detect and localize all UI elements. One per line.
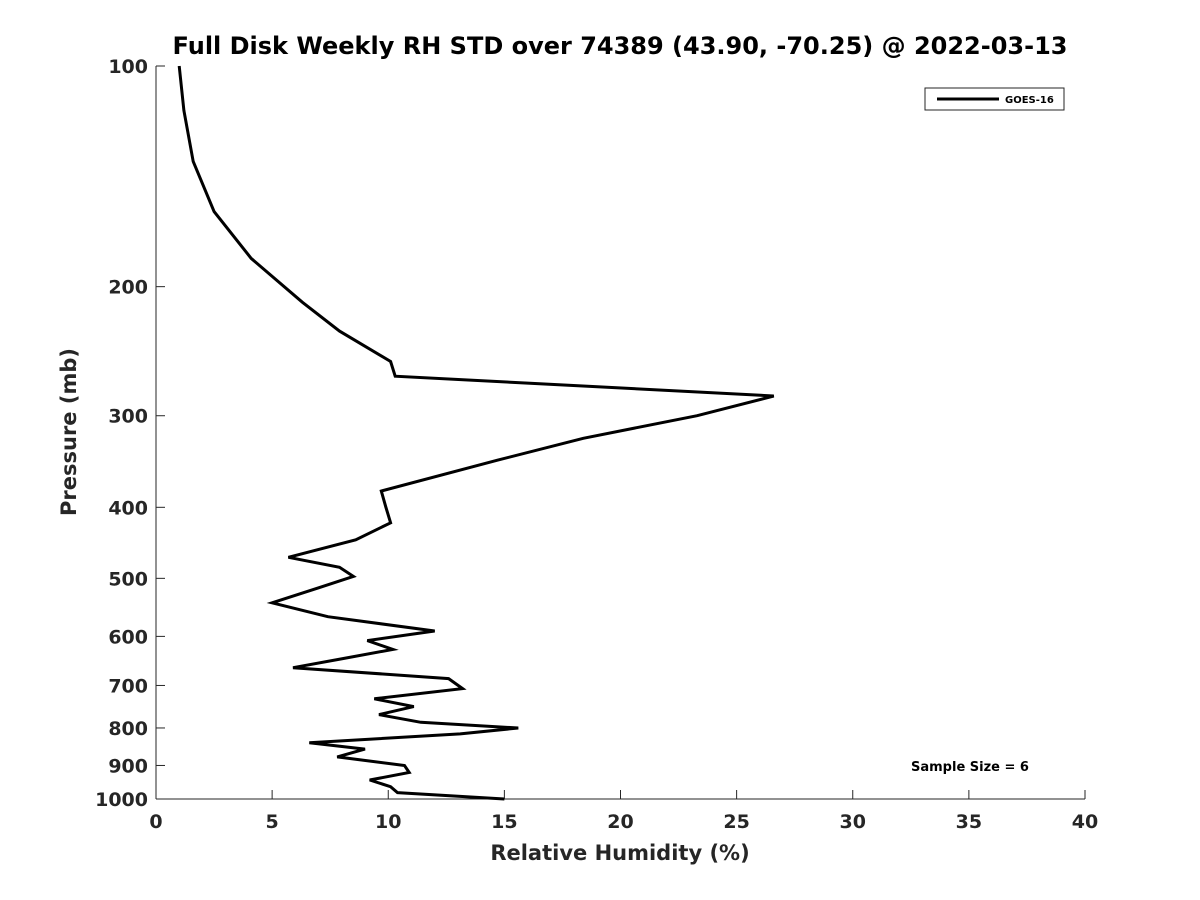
y-axis-ticks: 100 200 300 400 500 600 700 800 900 1000 [95,56,165,811]
plot-area [155,66,1085,800]
y-tick-label: 600 [108,626,148,648]
legend: GOES-16 [924,87,1065,111]
x-tick-label: 5 [266,811,279,833]
y-tick-label: 800 [108,718,148,740]
x-axis-label: Relative Humidity (%) [490,841,749,865]
series-line-goes-16 [177,65,775,801]
series-layer [177,65,775,801]
y-tick-label: 500 [108,568,148,590]
chart-title: Full Disk Weekly RH STD over 74389 (43.9… [173,32,1068,60]
y-tick-label: 100 [108,56,148,78]
x-tick-label: 20 [607,811,633,833]
sample-size-annotation: Sample Size = 6 [911,760,1029,775]
y-tick-label: 700 [108,675,148,697]
y-tick-label: 300 [108,406,148,428]
x-tick-label: 25 [723,811,749,833]
x-tick-label: 10 [375,811,401,833]
legend-label-goes-16: GOES-16 [1005,95,1054,106]
x-tick-label: 40 [1072,811,1098,833]
x-tick-label: 0 [149,811,162,833]
y-tick-label: 1000 [95,789,148,811]
x-tick-label: 15 [491,811,517,833]
y-tick-label: 200 [108,277,148,299]
x-axis-ticks: 0 5 10 15 20 25 30 35 40 [149,790,1098,833]
x-tick-label: 35 [956,811,982,833]
x-tick-label: 30 [840,811,866,833]
y-axis-label: Pressure (mb) [57,348,81,516]
y-tick-label: 900 [108,755,148,777]
y-tick-label: 400 [108,497,148,519]
